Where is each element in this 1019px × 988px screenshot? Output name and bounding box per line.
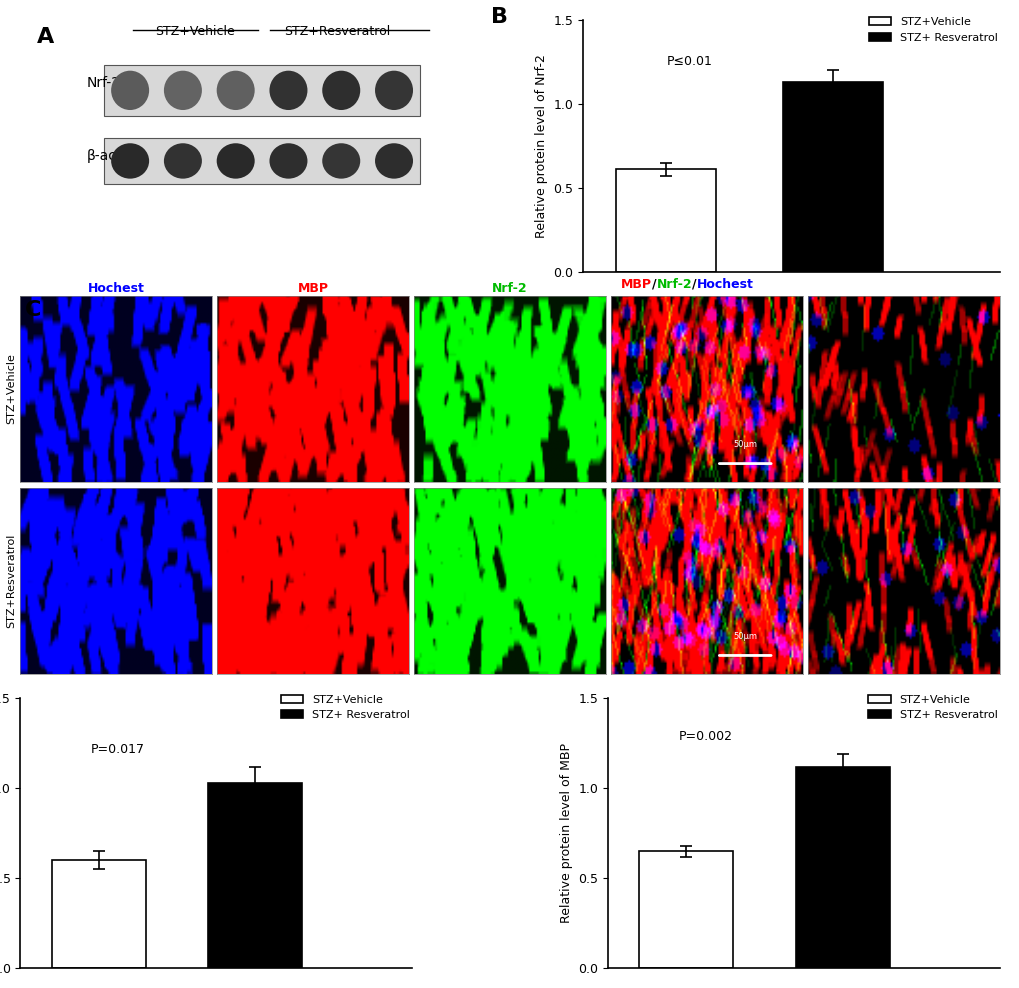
Text: B: B — [491, 7, 507, 27]
Bar — [639, 852, 733, 968]
Bar — [795, 767, 889, 968]
Ellipse shape — [322, 143, 360, 179]
Ellipse shape — [375, 143, 413, 179]
Text: Nrf-2: Nrf-2 — [87, 76, 121, 90]
Bar — [208, 782, 302, 968]
Text: 50μm: 50μm — [733, 440, 756, 449]
Ellipse shape — [216, 71, 255, 110]
Text: C: C — [25, 299, 42, 320]
Y-axis label: STZ+Vehicle: STZ+Vehicle — [6, 354, 16, 425]
Bar — [104, 138, 420, 184]
Text: P=0.002: P=0.002 — [678, 730, 732, 743]
Text: β-actin: β-actin — [87, 149, 135, 163]
Text: Hochest: Hochest — [696, 278, 753, 290]
Bar — [615, 169, 715, 272]
Legend: STZ+Vehicle, STZ+ Resveratrol: STZ+Vehicle, STZ+ Resveratrol — [863, 691, 1001, 724]
Y-axis label: STZ+Resveratrol: STZ+Resveratrol — [6, 534, 16, 628]
Title: Nrf-2: Nrf-2 — [492, 282, 527, 294]
Text: P=0.017: P=0.017 — [91, 743, 145, 756]
Ellipse shape — [269, 143, 307, 179]
Text: P≤0.01: P≤0.01 — [665, 55, 711, 68]
Text: /: / — [651, 278, 656, 290]
Ellipse shape — [164, 143, 202, 179]
Text: A: A — [37, 28, 54, 47]
Ellipse shape — [111, 143, 149, 179]
Legend: STZ+Vehicle, STZ+ Resveratrol: STZ+Vehicle, STZ+ Resveratrol — [864, 13, 1002, 47]
Title: Hochest: Hochest — [88, 282, 145, 294]
Text: MBP: MBP — [621, 278, 651, 290]
Text: 50μm: 50μm — [733, 631, 756, 640]
Ellipse shape — [216, 143, 255, 179]
Ellipse shape — [375, 71, 413, 110]
Text: /: / — [692, 278, 696, 290]
Y-axis label: Relative protein level of MBP: Relative protein level of MBP — [559, 743, 572, 923]
Text: Nrf-2: Nrf-2 — [656, 278, 692, 290]
Ellipse shape — [322, 71, 360, 110]
Ellipse shape — [111, 71, 149, 110]
Ellipse shape — [164, 71, 202, 110]
Text: STZ+Resveratrol: STZ+Resveratrol — [283, 25, 390, 38]
Bar — [52, 861, 146, 968]
Bar — [104, 65, 420, 116]
Title: MBP: MBP — [298, 282, 328, 294]
Text: STZ+Vehicle: STZ+Vehicle — [155, 25, 235, 38]
Ellipse shape — [269, 71, 307, 110]
Bar — [783, 82, 882, 272]
Legend: STZ+Vehicle, STZ+ Resveratrol: STZ+Vehicle, STZ+ Resveratrol — [276, 691, 414, 724]
Y-axis label: Relative protein level of Nrf-2: Relative protein level of Nrf-2 — [534, 54, 547, 238]
